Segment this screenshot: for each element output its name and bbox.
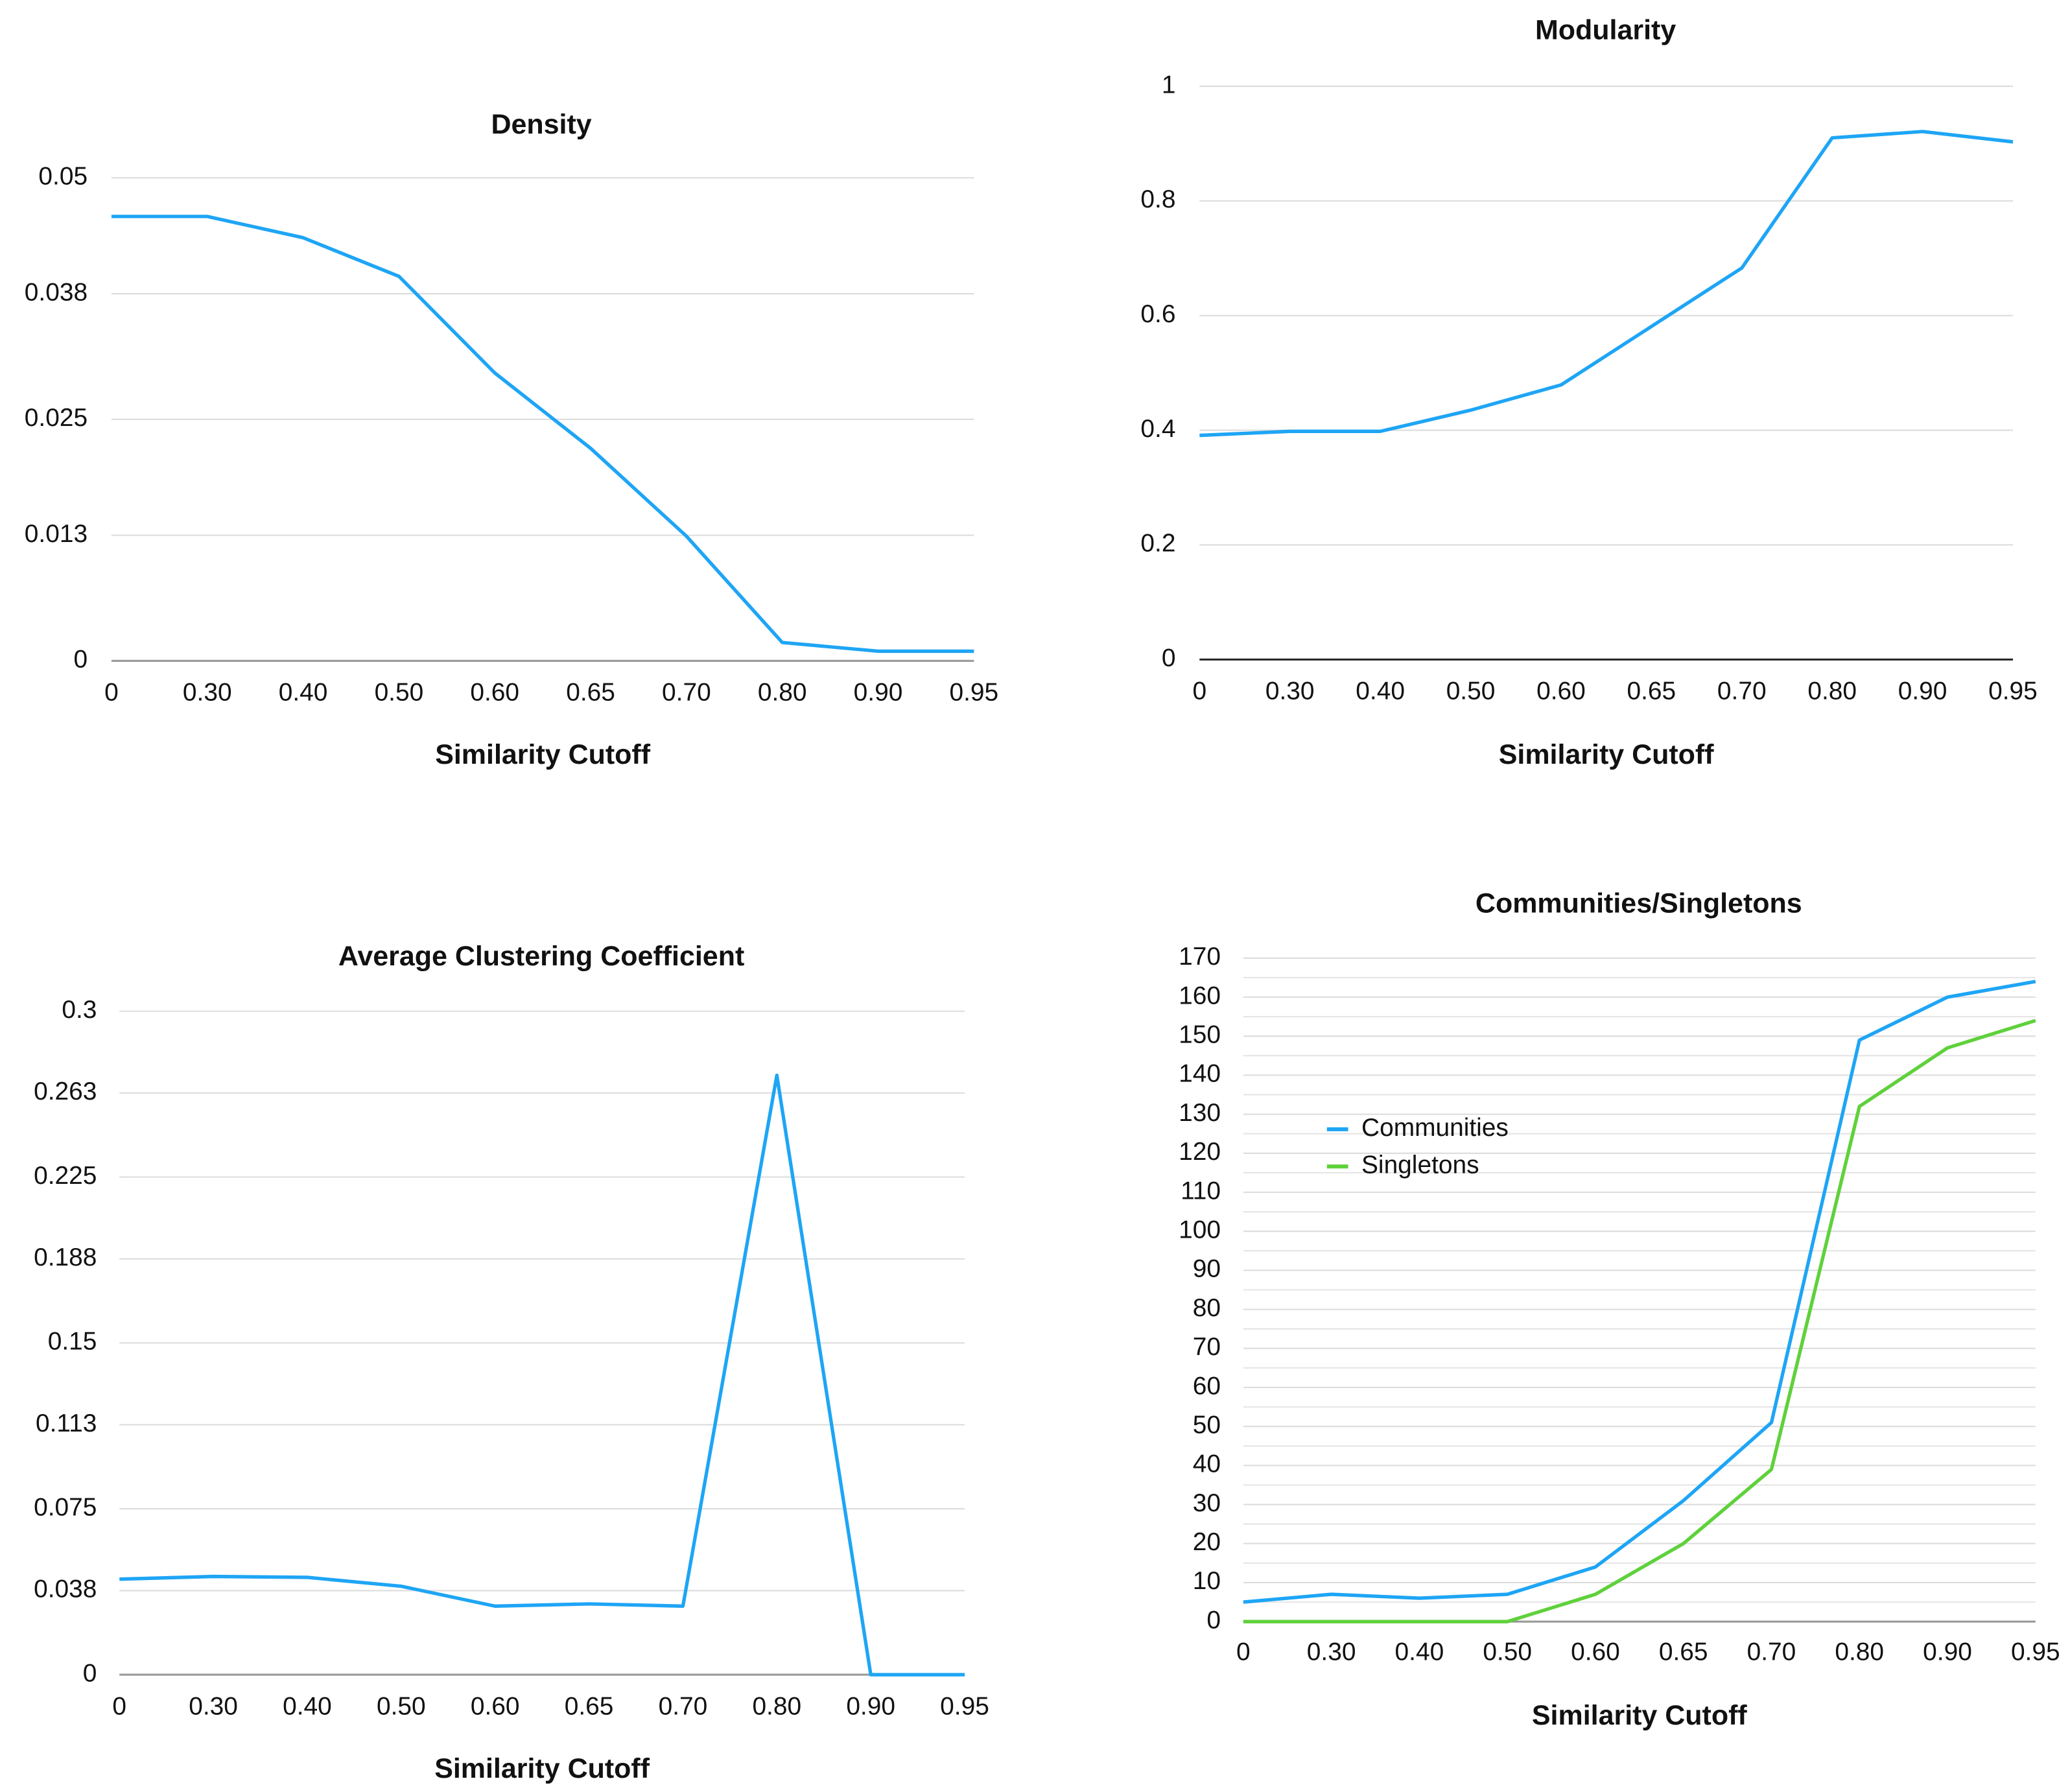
y-tick-label: 0: [83, 1659, 97, 1687]
chart: Density Similarity Cutoff 0 0.013 0.025 0.038…: [25, 109, 998, 770]
x-tick-label: 0.30: [189, 1692, 238, 1720]
x-tick-label: 0.95: [1988, 678, 2038, 705]
y-tick-label: 160: [1179, 982, 1221, 1009]
chart: Modularity Similarity Cutoff 0 0.2 0.4 0.6 0.8…: [1140, 14, 2037, 770]
x-tick-label: 0.90: [854, 679, 903, 707]
x-tick-label: 0.95: [940, 1692, 989, 1720]
x-tick-label: 0.65: [1627, 678, 1676, 705]
y-tick-label: 0.8: [1140, 185, 1175, 213]
x-tick-label: 0: [1236, 1638, 1251, 1666]
line: [111, 215, 974, 654]
x-tick-label: 0.50: [377, 1692, 426, 1720]
y-tick-label: 0.6: [1140, 300, 1175, 328]
x-tick-label: 0.90: [846, 1692, 895, 1720]
y-tick-label: 20: [1193, 1528, 1221, 1556]
y-tick-label: 150: [1179, 1020, 1221, 1048]
x-tick-label: 0.90: [1923, 1638, 1972, 1666]
title: Average Clustering Coefficient: [338, 941, 744, 972]
y-tick-label: 0.188: [34, 1244, 97, 1271]
y-tick-label: 50: [1193, 1411, 1221, 1439]
title: Modularity: [1535, 14, 1676, 45]
y-tick-label: 0.038: [34, 1575, 97, 1603]
x-tick-label: 0.65: [565, 1692, 614, 1720]
y-tick-label: 170: [1179, 943, 1221, 971]
y-tick-label: 110: [1181, 1177, 1221, 1205]
line: [1243, 980, 2036, 1604]
y-tick-label: 0: [1162, 644, 1176, 672]
x-tick-label: 0: [112, 1692, 126, 1720]
x-tick-label: 0.40: [279, 679, 328, 707]
y-tick-label: 0.3: [62, 996, 97, 1024]
line: [119, 1073, 965, 1677]
x-tick-label: 0.50: [1483, 1638, 1532, 1666]
x-tick-label: 0: [1192, 678, 1206, 705]
x-tick-label: 0.60: [471, 1692, 520, 1720]
axis-title: Similarity Cutoff: [1499, 739, 1715, 770]
x-tick-label: 0.70: [1717, 678, 1767, 705]
y-tick-label: 40: [1193, 1450, 1221, 1478]
y-tick-label: 70: [1193, 1333, 1221, 1361]
x-tick-label: 0.80: [758, 679, 807, 707]
x-tick-label: 0.50: [1446, 678, 1496, 705]
y-tick-label: 60: [1193, 1372, 1221, 1400]
y-tick-label: 0.225: [34, 1162, 97, 1190]
x-tick-label: 0: [104, 679, 119, 707]
y-tick-label: 120: [1179, 1138, 1221, 1166]
x-tick-label: 0.95: [2011, 1638, 2060, 1666]
x-tick-label: 0.40: [283, 1692, 332, 1720]
chart: Average Clustering Coefficient Similarity…: [34, 941, 989, 1784]
y-tick-label: 10: [1193, 1567, 1221, 1595]
x-tick-label: 0.90: [1898, 678, 1947, 705]
x-tick-label: 0.80: [752, 1692, 801, 1720]
axis-title: Similarity Cutoff: [435, 739, 651, 770]
legend-label: Singletons: [1361, 1151, 1479, 1179]
y-tick-label: 0.4: [1140, 415, 1175, 443]
y-tick-label: 0.15: [48, 1328, 97, 1356]
x-tick-label: 0.30: [1307, 1638, 1356, 1666]
x-tick-label: 0.50: [375, 679, 424, 707]
x-tick-label: 0.65: [566, 679, 615, 707]
x-tick-label: 0.70: [662, 679, 711, 707]
chart: Communities/Singletons Similarity Cutoff 0…: [1179, 888, 2060, 1731]
x-tick-label: 0.80: [1835, 1638, 1884, 1666]
y-tick-label: 0.038: [25, 278, 88, 306]
x-tick-label: 0.65: [1659, 1638, 1708, 1666]
x-tick-label: 0.70: [659, 1692, 708, 1720]
legend-label: Communities: [1361, 1114, 1509, 1142]
x-tick-label: 0.95: [950, 679, 999, 707]
x-tick-label: 0.60: [1536, 678, 1586, 705]
y-tick-label: 90: [1193, 1255, 1221, 1283]
y-tick-label: 30: [1193, 1489, 1221, 1517]
y-tick-label: 0.075: [34, 1493, 97, 1521]
x-tick-label: 0.60: [470, 679, 519, 707]
y-tick-label: 140: [1179, 1060, 1221, 1088]
x-tick-label: 0.60: [1571, 1638, 1620, 1666]
line: [1199, 130, 2014, 438]
x-tick-label: 0.70: [1747, 1638, 1796, 1666]
x-tick-label: 0.40: [1395, 1638, 1444, 1666]
y-tick-label: 0.263: [34, 1078, 97, 1105]
y-tick-label: 0.025: [25, 404, 88, 432]
y-tick-label: 1: [1162, 71, 1176, 99]
title: Communities/Singletons: [1476, 888, 1802, 919]
y-tick-label: 100: [1179, 1216, 1221, 1244]
y-tick-label: 130: [1179, 1099, 1221, 1127]
axis-title: Similarity Cutoff: [1532, 1700, 1748, 1731]
y-tick-label: 80: [1193, 1294, 1221, 1322]
x-tick-label: 0.30: [1265, 678, 1315, 705]
y-tick-label: 0: [73, 646, 88, 674]
x-tick-label: 0.80: [1807, 678, 1857, 705]
y-tick-label: 0.2: [1140, 530, 1175, 558]
title: Density: [491, 109, 591, 140]
y-tick-label: 0.013: [25, 520, 88, 548]
y-tick-label: 0.113: [36, 1409, 97, 1437]
y-tick-label: 0.05: [38, 163, 88, 191]
axis-title: Similarity Cutoff: [434, 1753, 650, 1784]
x-tick-label: 0.30: [183, 679, 232, 707]
line: [1243, 1019, 2036, 1623]
x-tick-label: 0.40: [1356, 678, 1405, 705]
y-tick-label: 0: [1206, 1606, 1221, 1634]
